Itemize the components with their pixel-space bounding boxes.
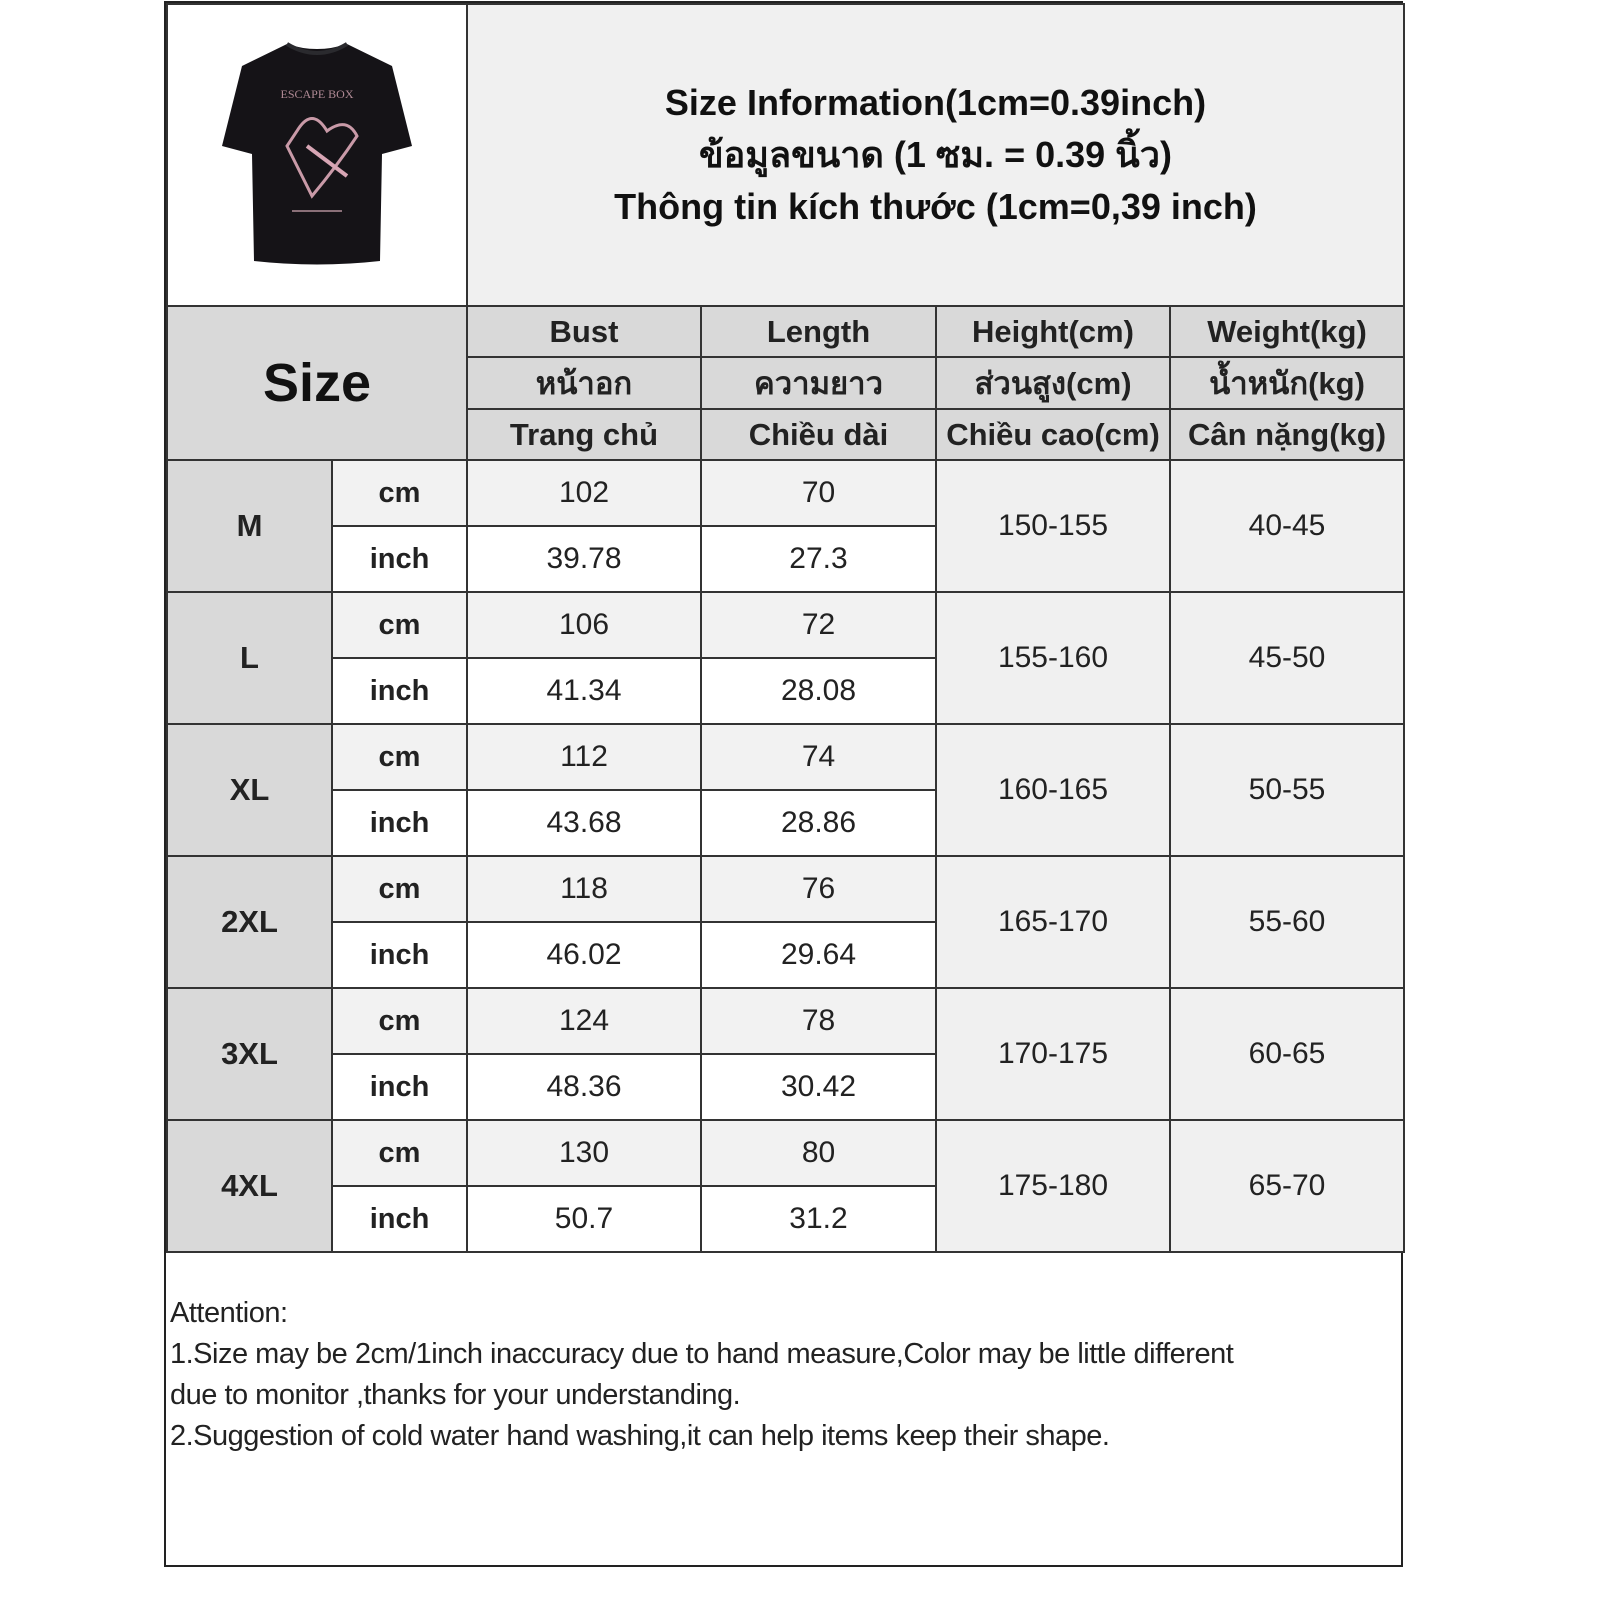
- col-height-vi: Chiều cao(cm): [935, 408, 1171, 461]
- svg-text:ESCAPE BOX: ESCAPE BOX: [280, 87, 353, 101]
- size-row-inch: inch 43.68 28.86: [167, 789, 1404, 857]
- length-inch: 28.86: [700, 789, 937, 857]
- col-weight-en: Weight(kg): [1168, 305, 1406, 358]
- size-row-inch: inch 50.7 31.2: [167, 1185, 1404, 1253]
- size-label: 3XL: [166, 987, 333, 1121]
- bust-cm: 106: [466, 591, 702, 659]
- length-inch: 28.08: [700, 657, 937, 725]
- size-row-inch: inch 41.34 28.08: [167, 657, 1404, 725]
- bust-inch: 41.34: [466, 657, 702, 725]
- bust-inch: 39.78: [466, 525, 702, 593]
- unit-cm: cm: [331, 987, 468, 1055]
- weight-range: 40-45: [1168, 459, 1406, 593]
- unit-cm: cm: [331, 1119, 468, 1187]
- attention-title: Attention:: [170, 1297, 288, 1329]
- bust-inch: 46.02: [466, 921, 702, 989]
- bust-inch: 48.36: [466, 1053, 702, 1121]
- bust-inch: 50.7: [466, 1185, 702, 1253]
- size-label: 4XL: [166, 1119, 333, 1253]
- size-info-title: Size Information(1cm=0.39inch) ข้อมูลขนา…: [465, 3, 1406, 307]
- size-table: ESCAPE BOX Size Information(1cm=0.39inch…: [166, 3, 1406, 1253]
- weight-range: 65-70: [1168, 1119, 1406, 1253]
- size-header: Size: [166, 305, 468, 461]
- col-length-vi: Chiều dài: [700, 408, 937, 461]
- size-row-inch: inch 39.78 27.3: [167, 525, 1404, 593]
- bust-cm: 130: [466, 1119, 702, 1187]
- height-range: 175-180: [935, 1119, 1171, 1253]
- size-label: L: [166, 591, 333, 725]
- weight-range: 45-50: [1168, 591, 1406, 725]
- height-range: 150-155: [935, 459, 1171, 593]
- size-row-cm: M cm 102 70 150-155 40-45: [166, 459, 1406, 593]
- col-bust-vi: Trang chủ: [466, 408, 702, 461]
- col-bust-th: หน้าอก: [466, 356, 702, 410]
- tshirt-image: ESCAPE BOX: [222, 42, 412, 265]
- size-row-cm: 3XL cm 124 78 170-175 60-65: [166, 987, 1406, 1121]
- col-length-en: Length: [700, 305, 937, 358]
- unit-inch: inch: [331, 525, 468, 593]
- length-cm: 74: [700, 723, 937, 791]
- height-range: 170-175: [935, 987, 1171, 1121]
- col-weight-vi: Cân nặng(kg): [1168, 408, 1406, 461]
- unit-inch: inch: [331, 1053, 468, 1121]
- title-vi: Thông tin kích thước (1cm=0,39 inch): [614, 186, 1257, 227]
- length-cm: 72: [700, 591, 937, 659]
- product-image-cell: ESCAPE BOX: [166, 3, 468, 307]
- length-cm: 76: [700, 855, 937, 923]
- length-cm: 78: [700, 987, 937, 1055]
- attention-line: 1.Size may be 2cm/1inch inaccuracy due t…: [170, 1338, 1234, 1370]
- attention-line: 2.Suggestion of cold water hand washing,…: [170, 1420, 1110, 1452]
- unit-cm: cm: [331, 723, 468, 791]
- size-row-cm: XL cm 112 74 160-165 50-55: [166, 723, 1406, 857]
- unit-inch: inch: [331, 1185, 468, 1253]
- col-height-th: ส่วนสูง(cm): [935, 356, 1171, 410]
- bust-cm: 118: [466, 855, 702, 923]
- bust-cm: 102: [466, 459, 702, 527]
- size-row-cm: 4XL cm 130 80 175-180 65-70: [166, 1119, 1406, 1253]
- unit-cm: cm: [331, 459, 468, 527]
- size-label: XL: [166, 723, 333, 857]
- size-chart: ESCAPE BOX Size Information(1cm=0.39inch…: [164, 1, 1406, 1567]
- attention-notes: Attention: 1.Size may be 2cm/1inch inacc…: [170, 1293, 1234, 1457]
- bust-cm: 112: [466, 723, 702, 791]
- weight-range: 50-55: [1168, 723, 1406, 857]
- size-label: 2XL: [166, 855, 333, 989]
- title-en: Size Information(1cm=0.39inch): [664, 82, 1207, 123]
- length-inch: 29.64: [700, 921, 937, 989]
- height-range: 155-160: [935, 591, 1171, 725]
- unit-cm: cm: [331, 855, 468, 923]
- col-weight-th: น้ำหนัก(kg): [1168, 356, 1406, 410]
- weight-range: 55-60: [1168, 855, 1406, 989]
- size-row-inch: inch 46.02 29.64: [167, 921, 1404, 989]
- size-row-cm: 2XL cm 118 76 165-170 55-60: [166, 855, 1406, 989]
- bust-inch: 43.68: [466, 789, 702, 857]
- col-bust-en: Bust: [466, 305, 702, 358]
- bust-cm: 124: [466, 987, 702, 1055]
- height-range: 160-165: [935, 723, 1171, 857]
- length-inch: 30.42: [700, 1053, 937, 1121]
- title-th: ข้อมูลขนาด (1 ซม. = 0.39 นิ้ว): [699, 134, 1172, 175]
- unit-inch: inch: [331, 921, 468, 989]
- size-label: M: [166, 459, 333, 593]
- col-length-th: ความยาว: [700, 356, 937, 410]
- size-row-inch: inch 48.36 30.42: [167, 1053, 1404, 1121]
- unit-cm: cm: [331, 591, 468, 659]
- length-cm: 70: [700, 459, 937, 527]
- col-height-en: Height(cm): [935, 305, 1171, 358]
- attention-line: due to monitor ,thanks for your understa…: [170, 1379, 741, 1411]
- height-range: 165-170: [935, 855, 1171, 989]
- length-inch: 27.3: [700, 525, 937, 593]
- unit-inch: inch: [331, 789, 468, 857]
- unit-inch: inch: [331, 657, 468, 725]
- weight-range: 60-65: [1168, 987, 1406, 1121]
- size-row-cm: L cm 106 72 155-160 45-50: [166, 591, 1406, 725]
- length-inch: 31.2: [700, 1185, 937, 1253]
- length-cm: 80: [700, 1119, 937, 1187]
